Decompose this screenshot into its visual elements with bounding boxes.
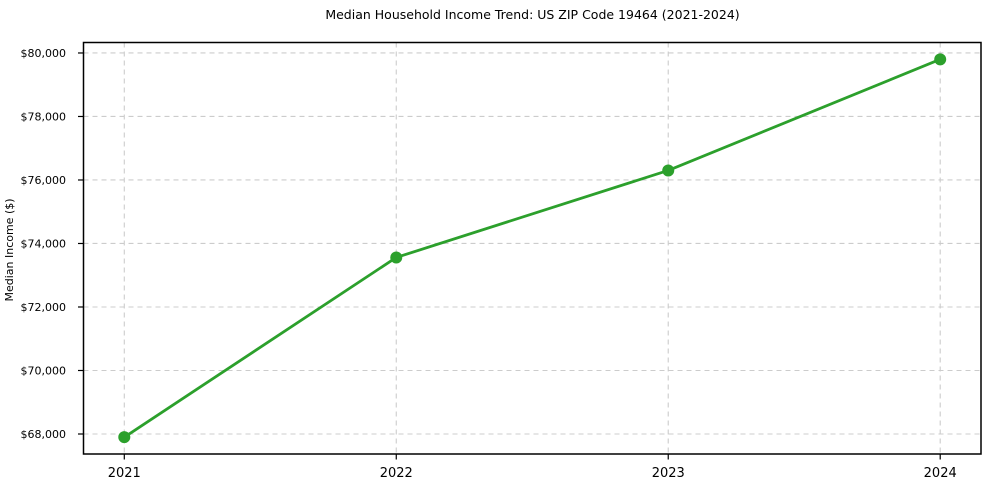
data-point-2023 xyxy=(662,164,675,177)
x-tick-label: 2021 xyxy=(108,466,141,481)
y-tick-label: $68,000 xyxy=(21,428,67,441)
x-tick-label: 2024 xyxy=(924,466,957,481)
trend-line xyxy=(122,57,942,439)
x-tick-label: 2022 xyxy=(380,466,413,481)
data-point-2022 xyxy=(390,251,403,264)
y-tick-label: $76,000 xyxy=(21,174,67,187)
y-tick-label: $70,000 xyxy=(21,364,67,377)
data-point-2021 xyxy=(118,431,131,444)
data-point-2024 xyxy=(934,53,947,66)
x-tick-label: 2023 xyxy=(652,466,685,481)
chart-title: Median Household Income Trend: US ZIP Co… xyxy=(325,7,740,22)
y-tick-label: $74,000 xyxy=(21,237,67,250)
y-tick-label: $72,000 xyxy=(21,301,67,314)
plot-border xyxy=(82,41,982,455)
y-tick-label: $80,000 xyxy=(21,47,67,60)
y-tick-label: $78,000 xyxy=(21,110,67,123)
